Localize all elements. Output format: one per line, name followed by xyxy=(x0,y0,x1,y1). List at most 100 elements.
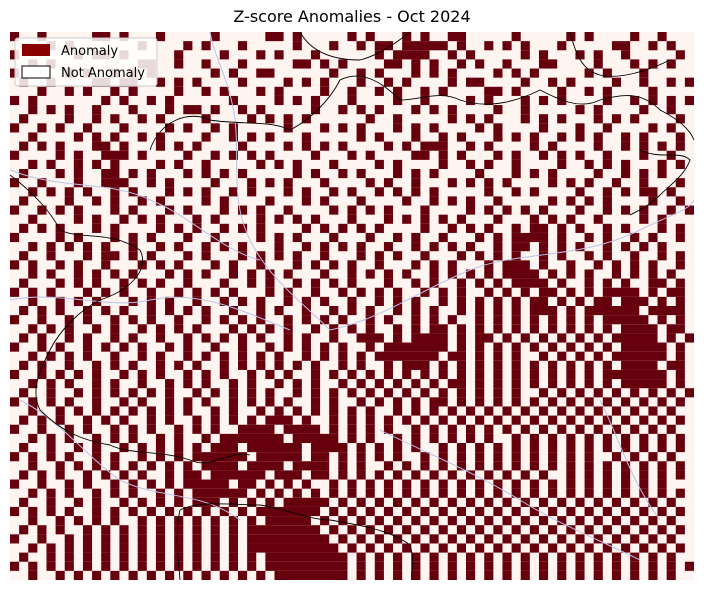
anomaly-cell xyxy=(666,287,685,297)
anomaly-cell xyxy=(648,424,658,434)
anomaly-cell xyxy=(19,114,29,124)
anomaly-cell xyxy=(55,342,65,352)
anomaly-cell xyxy=(675,433,685,443)
anomaly-cell xyxy=(64,86,74,96)
anomaly-cell xyxy=(675,260,685,270)
anomaly-cell xyxy=(238,41,248,51)
anomaly-cell xyxy=(310,260,321,270)
anomaly-cell xyxy=(575,561,585,571)
anomaly-cell xyxy=(675,159,685,169)
anomaly-cell xyxy=(10,123,20,133)
anomaly-cell xyxy=(374,452,384,462)
anomaly-cell xyxy=(37,369,47,380)
anomaly-cell xyxy=(110,424,120,434)
anomaly-cell xyxy=(338,123,348,133)
anomaly-cell xyxy=(393,561,403,571)
anomaly-cell xyxy=(438,214,448,224)
anomaly-cell xyxy=(374,561,384,571)
anomaly-cell xyxy=(46,187,56,197)
anomaly-cell xyxy=(675,443,685,453)
anomaly-cell xyxy=(55,525,65,535)
anomaly-cell xyxy=(420,415,430,425)
anomaly-cell xyxy=(557,570,567,580)
anomaly-cell xyxy=(557,351,567,361)
anomaly-cell xyxy=(684,77,694,87)
anomaly-cell xyxy=(584,315,594,325)
anomaly-cell xyxy=(256,68,275,78)
anomaly-cell xyxy=(274,470,302,480)
anomaly-cell xyxy=(210,260,220,270)
anomaly-cell xyxy=(475,369,485,380)
anomaly-cell xyxy=(155,132,166,142)
anomaly-cell xyxy=(155,260,166,270)
anomaly-cell xyxy=(666,77,676,87)
anomaly-cell xyxy=(493,105,503,115)
anomaly-cell xyxy=(292,388,302,398)
anomaly-cell xyxy=(183,379,193,389)
anomaly-cell xyxy=(219,570,229,580)
anomaly-cell xyxy=(511,296,521,306)
anomaly-cell xyxy=(146,415,156,425)
anomaly-cell xyxy=(393,379,403,389)
anomaly-cell xyxy=(119,369,129,380)
anomaly-cell xyxy=(64,333,74,343)
anomaly-cell xyxy=(92,369,102,380)
anomaly-cell xyxy=(55,232,65,243)
anomaly-cell xyxy=(393,251,403,261)
anomaly-cell xyxy=(602,278,612,288)
anomaly-cell xyxy=(666,360,685,370)
anomaly-cell xyxy=(621,169,631,179)
borders xyxy=(9,31,695,581)
anomaly-cell xyxy=(347,296,357,306)
anomaly-cell xyxy=(274,251,284,261)
anomaly-cell xyxy=(557,251,567,261)
anomaly-cell xyxy=(73,205,83,215)
anomaly-cell xyxy=(511,232,549,243)
anomaly-cell xyxy=(320,196,330,206)
anomaly-cell xyxy=(46,452,56,462)
anomaly-cell xyxy=(301,415,311,425)
anomaly-cell xyxy=(493,251,503,261)
anomaly-cell xyxy=(192,223,202,233)
anomaly-cell xyxy=(19,278,29,288)
anomaly-cell xyxy=(447,315,457,325)
anomaly-cell xyxy=(238,251,248,261)
anomaly-cell xyxy=(584,342,594,352)
anomaly-cell xyxy=(119,525,129,535)
anomaly-cell xyxy=(10,32,20,42)
anomaly-cell xyxy=(675,342,685,352)
anomaly-cell xyxy=(128,406,138,416)
anomaly-cell xyxy=(356,552,366,562)
anomaly-cell xyxy=(374,86,384,96)
anomaly-cell xyxy=(174,525,184,535)
anomaly-cell xyxy=(329,369,339,380)
anomaly-cell xyxy=(557,41,567,51)
anomaly-cell xyxy=(511,342,521,352)
anomaly-cell xyxy=(365,32,375,42)
anomaly-cell xyxy=(548,214,558,224)
anomaly-cell xyxy=(356,77,366,87)
anomaly-cell xyxy=(192,488,248,498)
anomaly-cell xyxy=(155,552,166,562)
anomaly-cell xyxy=(538,424,549,434)
anomaly-cell xyxy=(438,388,448,398)
anomaly-cell xyxy=(201,169,211,179)
anomaly-cell xyxy=(110,269,120,279)
anomaly-cell xyxy=(666,388,676,398)
anomaly-cell xyxy=(511,415,521,425)
anomaly-cell xyxy=(520,470,530,480)
anomaly-cell xyxy=(10,150,20,160)
anomaly-cell xyxy=(146,232,156,243)
anomaly-cell xyxy=(374,251,384,261)
anomaly-cell xyxy=(484,570,494,580)
anomaly-cell xyxy=(411,232,421,243)
anomaly-cell xyxy=(310,324,321,334)
anomaly-cell xyxy=(365,369,375,380)
anomaly-cell xyxy=(511,443,521,453)
anomaly-cell xyxy=(137,214,147,224)
anomaly-cell xyxy=(420,223,430,233)
anomaly-cell xyxy=(511,315,521,325)
anomaly-cell xyxy=(475,342,485,352)
anomaly-cell xyxy=(19,169,29,179)
anomaly-cell xyxy=(402,461,412,471)
